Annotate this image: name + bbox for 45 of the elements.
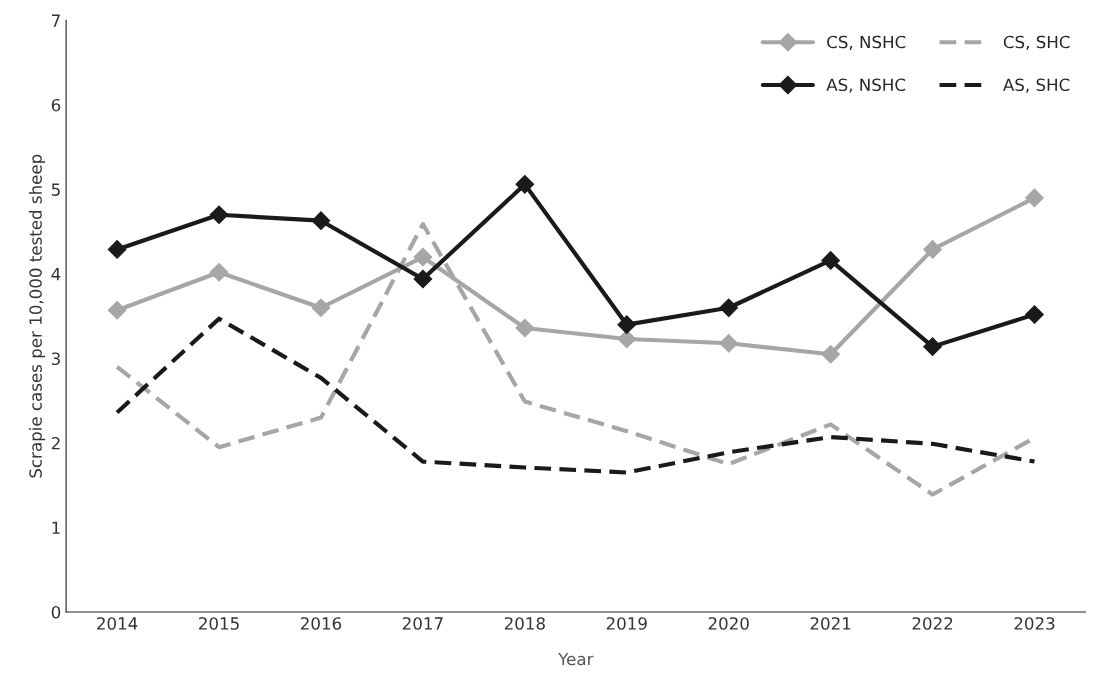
point — [1025, 305, 1044, 324]
point — [719, 298, 739, 318]
x-tick-label: 2017 — [402, 617, 443, 630]
point — [209, 262, 229, 282]
legend-label: CS, NSHC — [827, 35, 906, 50]
point — [923, 337, 942, 356]
y-tick-label: 0 — [51, 605, 61, 619]
x-tick-label: 2015 — [199, 617, 239, 630]
point — [107, 240, 127, 259]
x-tick-label: 2019 — [606, 617, 647, 630]
point — [515, 318, 535, 338]
x-tick-label: 2016 — [300, 617, 342, 630]
point — [821, 251, 840, 270]
y-tick-label: 1 — [52, 521, 60, 534]
point — [617, 315, 637, 335]
point — [107, 300, 127, 320]
point — [515, 175, 535, 194]
x-tick-label: 2021 — [810, 617, 851, 630]
y-tick-label: 4 — [51, 268, 61, 281]
point — [413, 247, 433, 267]
y-tick-label: 2 — [51, 436, 60, 450]
y-tick-label: 5 — [51, 183, 60, 196]
point — [311, 298, 331, 318]
x-tick-label: 2022 — [912, 617, 953, 630]
x-tick-label: 2014 — [97, 617, 138, 630]
point — [923, 240, 942, 259]
point — [719, 333, 739, 353]
point — [617, 329, 637, 349]
point — [821, 344, 840, 364]
y-tick-label: 7 — [52, 14, 60, 27]
x-tick-label: 2023 — [1014, 617, 1055, 630]
point — [1025, 188, 1044, 208]
legend-label: AS, SHC — [1003, 78, 1070, 93]
x-tick-label: 2018 — [504, 617, 545, 630]
y-axis-title: Scrapie cases per 10,000 tested sheep — [28, 154, 46, 478]
legend-label: CS, SHC — [1003, 35, 1070, 50]
x-tick-label: 2020 — [708, 617, 749, 630]
y-tick-label: 6 — [51, 98, 61, 112]
point — [311, 211, 331, 231]
legend-label: AS, NSHC — [826, 78, 906, 93]
point — [413, 269, 433, 289]
x-axis-title: Year — [558, 652, 594, 666]
y-tick-label: 3 — [51, 352, 60, 366]
point — [209, 205, 229, 225]
line-series — [115, 316, 1037, 475]
